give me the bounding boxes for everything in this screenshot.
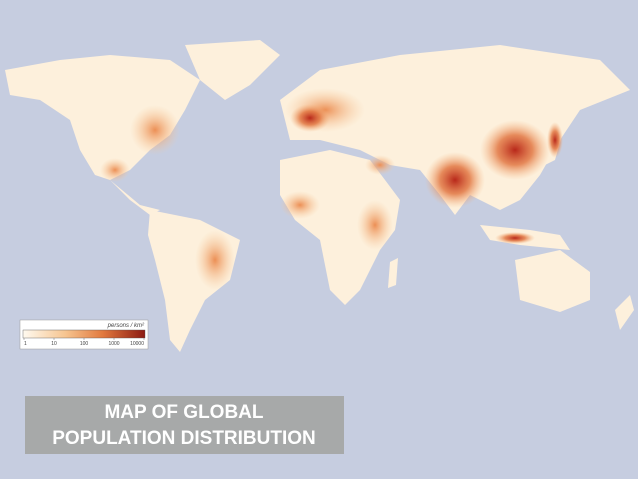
scale-tick-label: 10000 — [130, 341, 144, 347]
color-scale — [22, 329, 146, 339]
legend: persons / km² 1 10 100 1000 10000 — [19, 319, 149, 350]
legend-label: persons / km² — [107, 323, 145, 329]
scale-tick-label: 100 — [80, 341, 89, 347]
scale-tick-label: 10 — [51, 341, 57, 347]
title-line: POPULATION DISTRIBUTION — [52, 428, 316, 449]
title-line: MAP OF GLOBAL — [104, 402, 263, 423]
title-box — [25, 396, 344, 454]
scale-tick-label: 1 — [24, 341, 27, 347]
scale-tick-label: 1000 — [108, 341, 119, 347]
density-hotspots — [100, 88, 563, 290]
